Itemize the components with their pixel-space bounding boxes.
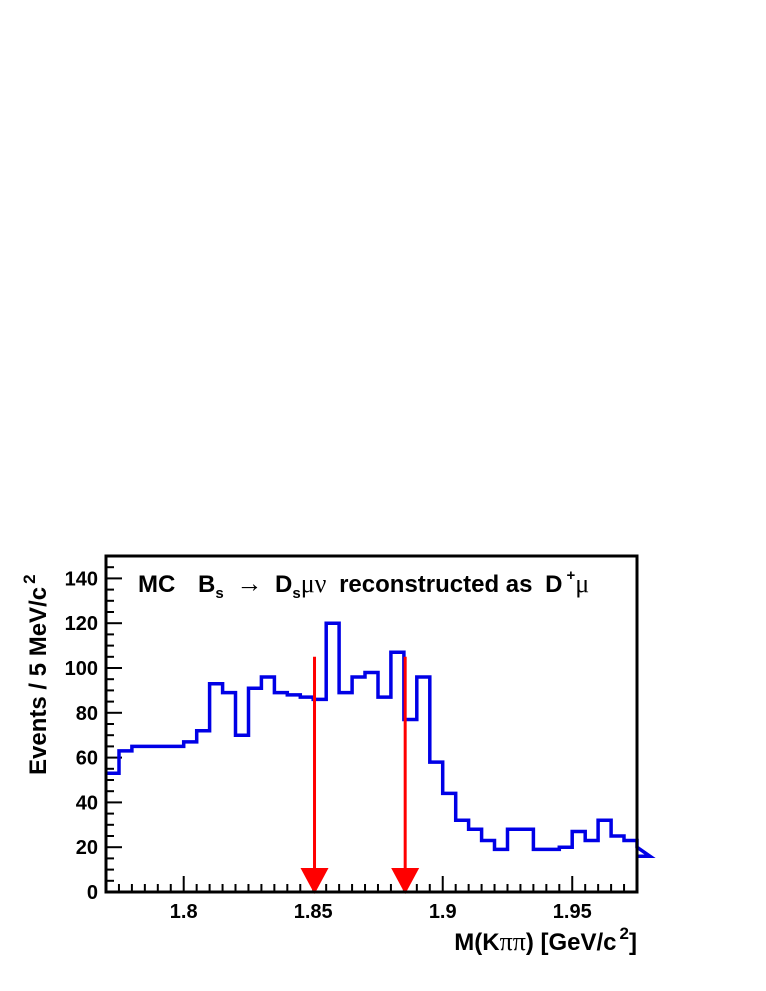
x-axis-ticks: [105, 876, 638, 892]
y-tick-label: 0: [87, 882, 98, 904]
y-axis-ticks: [106, 555, 122, 893]
x-axis-title: M(Kππ) [GeV/c 2]: [454, 924, 637, 956]
x-tick-label: 1.9: [429, 901, 457, 923]
y-axis-title: Events / 5 MeV/c2: [20, 574, 52, 775]
title-prefix: MC: [138, 571, 175, 598]
arrow-head: [300, 868, 329, 894]
y-tick-label: 60: [76, 748, 98, 770]
y-axis-tick-labels: 0 20 40 60 80 100 120 140: [65, 568, 98, 904]
x-tick-label: 1.8: [170, 901, 198, 923]
y-tick-label: 100: [65, 658, 98, 680]
arrow-head: [391, 868, 420, 894]
y-tick-label: 140: [65, 568, 98, 590]
histogram-series-line: [106, 621, 656, 858]
x-tick-label: 1.95: [553, 901, 592, 923]
x-tick-label: 1.85: [294, 901, 333, 923]
y-tick-label: 80: [76, 703, 98, 725]
y-tick-label: 40: [76, 792, 98, 814]
plot-frame: [104, 554, 639, 894]
signal-window-arrows: [300, 656, 420, 894]
chart-title: MC Bs → Dsμν reconstructed as D +μ: [138, 567, 589, 604]
x-axis-tick-labels: 1.8 1.85 1.9 1.95: [170, 901, 592, 923]
y-tick-label: 20: [76, 837, 98, 859]
y-tick-label: 120: [65, 613, 98, 635]
